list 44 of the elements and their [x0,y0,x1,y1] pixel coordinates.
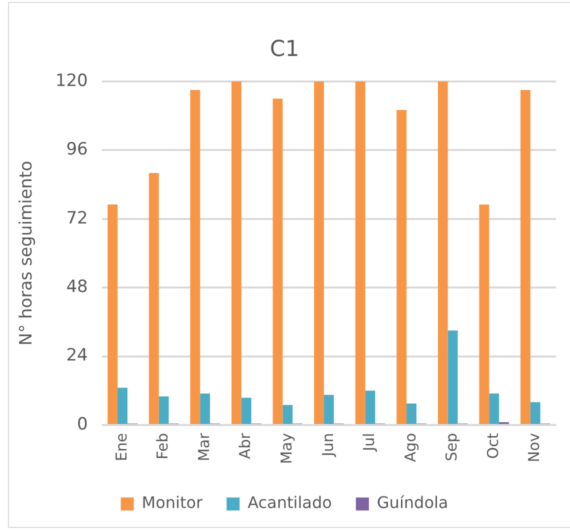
x-tick-label: May [278,432,296,464]
bar [282,404,293,424]
bar [530,402,540,424]
y-tick-label: 96 [66,140,88,160]
y-tick-label: 120 [55,70,88,91]
y-tick-label: 72 [66,208,88,228]
y-tick-label: 0 [77,414,88,434]
bar [324,394,334,424]
bar [190,90,200,424]
bar [272,98,283,424]
x-tick-label: Ago [401,432,420,462]
bar [148,173,159,424]
bar [489,393,500,424]
bar [200,393,210,424]
legend-label: Guíndola [376,493,448,512]
bar [118,388,128,424]
legend-label: Monitor [142,493,204,512]
bar [108,204,118,424]
bar [479,204,490,424]
bar [241,398,252,424]
x-tick-label: Feb [154,432,172,460]
y-tick-label: 24 [66,346,88,366]
bar [406,404,416,424]
bar [448,330,458,424]
bar [438,81,448,424]
chart-title: C1 [270,36,300,62]
x-tick-label: Jul [360,432,378,452]
bar [158,396,169,424]
y-tick-label: 48 [66,276,88,297]
y-axis-title: N° horas seguimiento [16,160,37,346]
legend-label: Acantilado [248,493,332,512]
x-tick-label: Ene [112,432,130,462]
bar [314,81,324,424]
bar [355,81,366,424]
bar [520,90,530,424]
x-tick-label: Nov [525,432,544,462]
x-tick-label: Abr [236,432,254,459]
bar [231,81,242,424]
x-tick-label: Oct [484,432,502,459]
bar [396,110,407,424]
x-tick-label: Sep [442,432,461,462]
x-tick-label: Jun [318,432,337,458]
x-tick-label: Mar [194,432,213,462]
bar [365,390,376,424]
